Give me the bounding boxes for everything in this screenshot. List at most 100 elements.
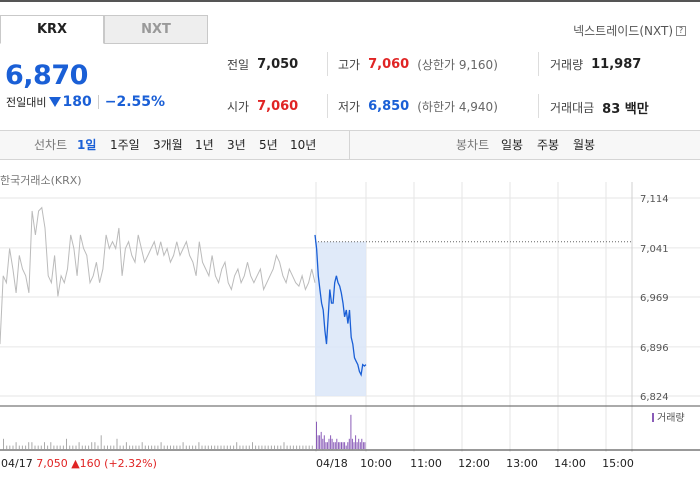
volume-bar <box>229 445 231 449</box>
volume-bar <box>59 445 61 449</box>
volume-bar <box>252 442 253 449</box>
help-icon[interactable]: ? <box>676 25 686 36</box>
volume-bar <box>277 445 279 449</box>
volume-bar <box>211 445 212 449</box>
volume-legend-swatch <box>652 413 654 422</box>
volume-bar <box>242 445 244 449</box>
volume-bar <box>6 445 8 449</box>
volume-bar <box>341 442 342 449</box>
volume-bar <box>198 442 200 449</box>
volume-bar <box>248 445 250 449</box>
price-chart[interactable]: 7,114 7,041 6,969 6,896 6,824 거래량 04/18 10:00 11… <box>0 182 700 482</box>
period-1d[interactable]: 1일 <box>77 138 97 152</box>
volume-bar <box>292 445 294 449</box>
volume-bar <box>122 445 124 449</box>
volume-bar <box>362 442 364 449</box>
quote-stats: 전일 7,050 고가 7,060 (상한가 9,160) 거래량 11,987… <box>210 50 690 122</box>
volume-bars <box>3 414 366 450</box>
price-lines <box>0 206 367 377</box>
down-arrow-icon <box>49 97 62 107</box>
volume-bar <box>286 445 288 449</box>
volume-bar <box>69 445 71 449</box>
exchange-label: 한국거래소(KRX) <box>0 174 82 187</box>
volume-bar <box>347 442 349 449</box>
price-change: 전일대비 180 −2.55% <box>6 94 165 110</box>
volume-bar <box>305 445 307 449</box>
volume-bar <box>334 442 336 449</box>
period-3y[interactable]: 3년 <box>227 138 246 152</box>
volume-bar <box>207 445 209 449</box>
x-tick-label: 12:00 <box>458 457 490 470</box>
nxt-info-link[interactable]: 넥스트레이드(NXT) ? <box>573 22 686 39</box>
volume-bar <box>299 445 301 449</box>
volume-bar <box>50 442 52 449</box>
volume-bar <box>223 445 225 449</box>
volume-bar <box>148 445 149 449</box>
volume-bar <box>72 445 74 449</box>
volume-bar <box>351 438 353 450</box>
stat-sub: (상한가 9,160) <box>417 58 498 72</box>
volume-bar <box>44 442 45 449</box>
prev-day-summary-part: ▲160 <box>71 457 104 470</box>
period-1y[interactable]: 1년 <box>195 138 214 152</box>
stat-value: 7,050 <box>257 57 299 72</box>
volume-bar <box>239 445 241 449</box>
volume-bar <box>185 445 187 449</box>
volume-bar <box>15 442 17 449</box>
stat-low: 저가 6,850 (하한가 4,940) <box>338 98 498 115</box>
volume-bar <box>337 442 339 449</box>
volume-bar <box>157 445 159 449</box>
volume-bar <box>328 438 330 450</box>
volume-bar <box>258 445 260 449</box>
volume-bar <box>283 442 285 449</box>
prev-day-summary-part: 7,050 <box>36 457 71 470</box>
volume-bar <box>201 445 203 449</box>
volume-bar <box>261 445 263 449</box>
prev-day-summary-part: (+2.32%) <box>104 457 157 470</box>
volume-bar <box>100 435 102 449</box>
axis-labels: 7,114 7,041 6,969 6,896 6,824 거래량 04/18 10:00 11… <box>1 194 685 470</box>
volume-bar <box>166 445 168 449</box>
volume-bar <box>34 445 36 449</box>
period-5y[interactable]: 5년 <box>259 138 278 152</box>
volume-bar <box>270 445 272 449</box>
volume-bar <box>308 445 310 449</box>
volume-bar <box>129 445 131 449</box>
volume-bar <box>170 445 171 449</box>
series-line-today <box>314 234 367 377</box>
stat-prev-close: 전일 7,050 <box>227 56 298 73</box>
volume-bar <box>350 414 352 449</box>
volume-bar <box>141 442 143 449</box>
volume-bar <box>333 442 335 449</box>
period-1w[interactable]: 1주일 <box>110 138 140 152</box>
stat-label: 고가 <box>338 58 361 72</box>
period-10y[interactable]: 10년 <box>290 138 317 152</box>
candle-chart-label: 봉차트 <box>456 138 490 152</box>
today-shade <box>315 241 632 396</box>
current-price: 6,870 <box>5 60 88 91</box>
volume-legend-label: 거래량 <box>657 412 685 424</box>
volume-bar <box>236 442 238 449</box>
tab-krx[interactable]: KRX <box>0 15 104 44</box>
candle-monthly[interactable]: 월봉 <box>573 138 596 152</box>
volume-bar <box>204 445 206 449</box>
volume-bar <box>3 438 4 450</box>
divider <box>538 94 539 118</box>
volume-bar <box>192 445 194 449</box>
volume-bar <box>18 445 20 449</box>
volume-bar <box>274 445 275 449</box>
volume-bar <box>302 445 304 449</box>
nxt-info-label: 넥스트레이드(NXT) <box>573 24 673 38</box>
volume-bar <box>103 445 105 449</box>
period-bar: 선차트 1일 1주일 3개월 1년 3년 5년 10년 봉차트 일봉 주봉 월봉 <box>0 130 700 160</box>
candle-daily[interactable]: 일봉 <box>501 138 524 152</box>
candle-weekly[interactable]: 주봉 <box>537 138 560 152</box>
period-3m[interactable]: 3개월 <box>153 138 183 152</box>
divider <box>327 52 328 76</box>
tab-nxt[interactable]: NXT <box>104 15 208 44</box>
volume-bar <box>280 445 282 449</box>
stat-sub: (하한가 4,940) <box>417 100 498 114</box>
stat-high: 고가 7,060 (상한가 9,160) <box>338 56 498 73</box>
volume-bar <box>37 445 39 449</box>
